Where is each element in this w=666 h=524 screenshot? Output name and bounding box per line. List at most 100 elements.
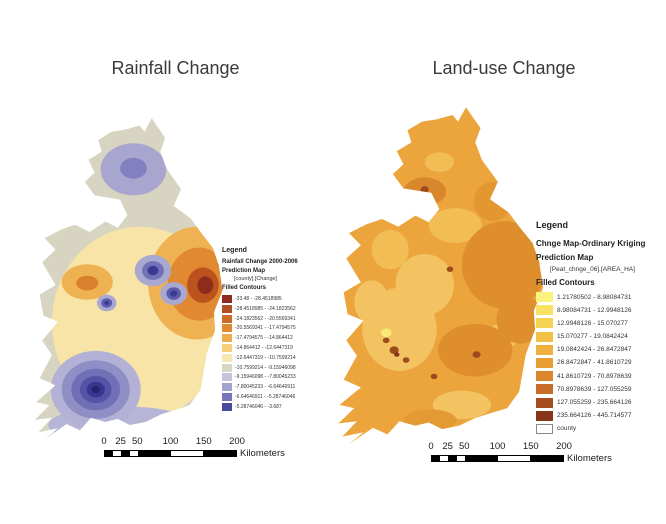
scalebar-unit: Kilometers [567, 453, 612, 464]
scalebar-tick: 150 [195, 436, 212, 447]
legend-swatch [222, 373, 232, 382]
legend-entry: -28.4518985 - -24.1823562 [222, 304, 324, 313]
legend-swatch [222, 324, 232, 333]
legend-entry-label: -6.64646911 - -5.28746046 [235, 393, 296, 400]
legend-field: [county].[Change] [234, 276, 278, 282]
legend-swatch [222, 392, 232, 401]
legend-entry-label: 12.9948126 - 15.070277 [557, 319, 628, 327]
scalebar-tick: 100 [489, 441, 506, 452]
legend-entry-label: -10.7599214 - -9.15946098 [235, 364, 296, 371]
legend-entry-label: -17.4794575 - -14.864412 [235, 335, 293, 342]
legend-section: Filled Contours [222, 285, 266, 291]
legend-entry: -6.64646911 - -5.28746046 [222, 392, 324, 401]
legend-swatch [536, 384, 553, 395]
legend-entry-label: county [557, 425, 577, 433]
legend-entry: -5.28746046 - -3.687 [222, 402, 324, 411]
legend-map-title: Chnge Map-Ordinary Kriging [536, 239, 646, 248]
legend-entry: 70.8978639 - 127.055259 [536, 384, 664, 395]
scalebar-tick: 50 [458, 441, 470, 452]
legend-entry-label: 19.0842424 - 26.8472847 [557, 346, 632, 354]
legend-entry-label: 127.055259 - 235.664126 [557, 399, 632, 406]
legend-entry: -7.80045233 - -6.64646911 [222, 383, 324, 392]
legend-entry-label: 70.8978639 - 127.055259 [557, 385, 632, 393]
legend-swatch [536, 292, 553, 302]
scalebar-tick: 200 [229, 436, 245, 447]
legend-entry-label: -24.1823562 - -20.5569341 [235, 315, 296, 322]
legend-swatch [222, 295, 232, 303]
scalebar-tick: 200 [556, 441, 572, 452]
legend-entry-label: 235.664126 - 445.714577 [557, 412, 632, 420]
scalebar-tick: 25 [442, 441, 453, 452]
legend-swatch [536, 410, 553, 421]
legend-swatch [222, 314, 232, 323]
legend-entry: 15.070277 - 19.0842424 [536, 331, 664, 342]
legend-entry: 41.8610729 - 70.8978639 [536, 371, 664, 382]
legend-entry: -17.4794575 - -14.864412 [222, 334, 324, 343]
scalebar-tick: 0 [101, 436, 107, 447]
legend-entry: 19.0842424 - 26.8472847 [536, 344, 664, 355]
legend-entry: -10.7599214 - -9.15946098 [222, 363, 324, 372]
scalebar-ticks: 0 25 50 100 150 200 [428, 441, 572, 453]
legend-swatch [536, 397, 553, 408]
legend-entry-label: -14.864412 - -12.6447319 [235, 344, 293, 351]
legend-swatch [222, 304, 232, 313]
legend-entry: 1.21780502 - 8.98084731 [536, 292, 664, 302]
legend-entry-label: 1.21780502 - 8.98084731 [557, 293, 632, 301]
legend-heading: Legend [222, 247, 247, 254]
legend-swatch [222, 402, 232, 411]
legend-swatch [536, 318, 553, 329]
legend-map-subtitle: Prediction Map [536, 253, 594, 262]
legend-swatch [536, 371, 553, 382]
legend-entry: 127.055259 - 235.664126 [536, 397, 664, 408]
legend-swatch [222, 334, 232, 343]
legend-entry-label: -5.28746046 - -3.687 [235, 403, 282, 410]
legend-entry: -14.864412 - -12.6447319 [222, 343, 324, 352]
legend-entry-label: 26.8472847 - 41.8610729 [557, 359, 632, 367]
legend-entry-label: -20.5569341 - -17.4794575 [235, 325, 296, 332]
scalebar-ticks: 0 25 50 100 150 200 [101, 436, 245, 448]
legend-entry-label: -7.80045233 - -6.64646911 [235, 384, 296, 391]
legend-entry: -12.6447319 - -10.7599214 [222, 353, 324, 362]
legend-map-title: Rainfall Change 2000-2006 [222, 259, 298, 265]
legend-entry: -20.5569341 - -17.4794575 [222, 324, 324, 333]
scalebar-tick: 100 [162, 436, 179, 447]
landuse-contours [354, 152, 544, 432]
scalebar-bar [104, 450, 237, 457]
landuse-map [338, 107, 544, 445]
legend-entry-label: 41.8610729 - 70.8978639 [557, 372, 632, 380]
legend-heading: Legend [536, 220, 569, 230]
legend-swatch [222, 363, 232, 372]
legend-entry: 235.664126 - 445.714577 [536, 410, 664, 421]
legend-entry-label: -9.15946098 - -7.80045233 [235, 374, 296, 381]
legend-map-subtitle: Prediction Map [222, 268, 266, 274]
legend-entry: -24.1823562 - -20.5569341 [222, 314, 324, 323]
legend-swatch [222, 383, 232, 392]
legend-entry: -33.48 - -28.4518985 [222, 295, 324, 303]
rainfall-map [34, 118, 223, 440]
legend-field: [Peat_chnge_06].[AREA_HA] [550, 266, 635, 273]
legend-swatch [222, 343, 232, 352]
legend-entry: 26.8472847 - 41.8610729 [536, 357, 664, 368]
landuse-scalebar: 0 25 50 100 150 200 Kilometers [428, 441, 612, 464]
legend-swatch [536, 331, 553, 342]
scalebar-bar [431, 455, 564, 462]
legend-section: Filled Contours [536, 278, 595, 287]
legend-entry: -9.15946098 - -7.80045233 [222, 373, 324, 382]
legend-entry: 12.9948126 - 15.070277 [536, 318, 664, 329]
legend-entry-label: -12.6447319 - -10.7599214 [235, 354, 296, 361]
scalebar-tick: 25 [115, 436, 126, 447]
legend-entry-county: county [536, 423, 664, 434]
landuse-legend: Legend Chnge Map-Ordinary Kriging Predic… [536, 220, 664, 437]
legend-swatch [536, 357, 553, 368]
scalebar-tick: 0 [428, 441, 434, 452]
legend-entry-label: 8.98084731 - 12.9948126 [557, 306, 632, 314]
legend-swatch [222, 353, 232, 362]
scalebar-unit: Kilometers [240, 448, 285, 459]
rainfall-contours [48, 143, 223, 440]
legend-entry-label: -28.4518985 - -24.1823562 [235, 305, 296, 312]
scalebar-tick: 50 [131, 436, 143, 447]
legend-entry: 8.98084731 - 12.9948126 [536, 305, 664, 316]
landuse-title: Land-use Change [432, 58, 576, 78]
legend-swatch [536, 305, 553, 316]
